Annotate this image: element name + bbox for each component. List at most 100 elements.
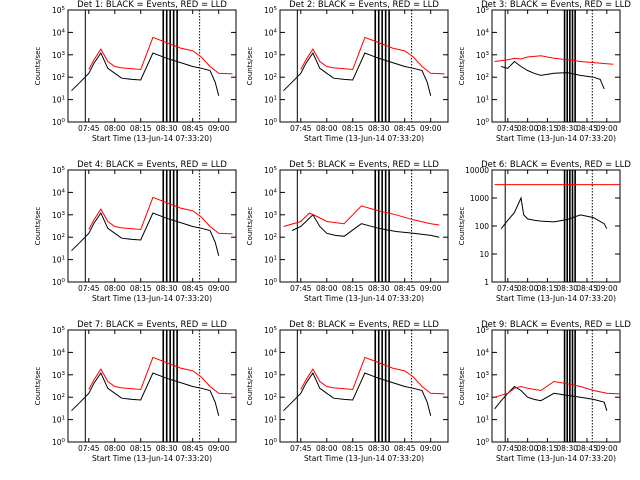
x-tick-label: 08:00 — [316, 284, 338, 293]
series-line-events — [71, 371, 220, 416]
x-tick-label: 09:00 — [208, 444, 230, 453]
y-tick-label: 103 — [264, 371, 278, 380]
x-tick-label: 07:45 — [78, 444, 100, 453]
x-tick-label: 08:30 — [556, 284, 578, 293]
x-tick-label: 08:00 — [316, 124, 338, 133]
y-tick-label: 102 — [476, 393, 489, 402]
x-tick-label: 09:00 — [420, 444, 442, 453]
y-tick-label: 100 — [476, 438, 490, 447]
x-tick-label: 08:30 — [156, 444, 178, 453]
x-tick-label: 08:45 — [182, 124, 204, 133]
y-tick-label: 105 — [52, 6, 66, 15]
plot-frame — [491, 9, 621, 123]
y-tick-label: 101 — [264, 416, 277, 425]
x-tick-label: 07:45 — [78, 284, 100, 293]
y-tick-label: 105 — [264, 6, 278, 15]
y-tick-label: 101 — [52, 416, 65, 425]
series-line-events — [283, 51, 432, 96]
x-tick-label: 08:30 — [156, 284, 178, 293]
x-tick-label: 08:00 — [104, 444, 126, 453]
series-line-events — [71, 211, 220, 256]
x-tick-label: 08:15 — [537, 284, 559, 293]
plot-frame — [279, 9, 449, 123]
y-tick-label: 10 — [479, 250, 489, 259]
y-tick-label: 104 — [476, 348, 490, 357]
series-line-events — [291, 213, 440, 238]
x-tick-label: 08:15 — [342, 284, 364, 293]
y-tick-label: 102 — [264, 73, 277, 82]
y-tick-label: 101 — [52, 96, 65, 105]
x-axis-label: Start Time (13-Jun-14 07:33:20) — [304, 294, 424, 303]
y-tick-label: 100 — [52, 438, 66, 447]
x-tick-label: 09:00 — [420, 124, 442, 133]
x-tick-label: 08:30 — [556, 444, 578, 453]
series-line-lld — [88, 356, 233, 395]
x-tick-label: 09:00 — [208, 284, 230, 293]
chart-title: Det 7: BLACK = Events, RED = LLD — [77, 320, 227, 330]
x-tick-label: 08:30 — [368, 284, 390, 293]
y-tick-label: 105 — [52, 326, 66, 335]
x-axis-label: Start Time (13-Jun-14 07:33:20) — [304, 134, 424, 143]
series-line-events — [71, 51, 220, 96]
chart-title: Det 9: BLACK = Events, RED = LLD — [481, 320, 631, 330]
plot-frame — [67, 9, 237, 123]
y-tick-label: 102 — [264, 393, 277, 402]
series-line-lld — [300, 356, 445, 395]
y-tick-label: 101 — [264, 256, 277, 265]
x-tick-label: 08:30 — [556, 124, 578, 133]
x-tick-label: 09:00 — [596, 444, 618, 453]
x-tick-label: 08:15 — [342, 124, 364, 133]
y-tick-label: 103 — [52, 211, 66, 220]
x-tick-label: 08:45 — [182, 284, 204, 293]
y-tick-label: 101 — [52, 256, 65, 265]
x-tick-label: 08:30 — [156, 124, 178, 133]
plot-frame — [67, 169, 237, 283]
y-tick-label: 105 — [476, 326, 490, 335]
chart-panel-det-1: Det 1: BLACK = Events, RED = LLD 07:45 08:… — [34, 0, 237, 143]
y-tick-label: 100 — [264, 438, 278, 447]
y-axis-label: Counts/sec — [458, 367, 466, 406]
x-axis-label: Start Time (13-Jun-14 07:33:20) — [92, 454, 212, 463]
x-axis-label: Start Time (13-Jun-14 07:33:20) — [92, 134, 212, 143]
y-tick-label: 105 — [52, 166, 66, 175]
y-tick-label: 101 — [476, 96, 489, 105]
series-line-events — [283, 371, 432, 416]
x-tick-label: 08:15 — [537, 444, 559, 453]
x-tick-label: 08:00 — [316, 444, 338, 453]
plot-frame — [491, 329, 621, 443]
y-axis-label: Counts/sec — [246, 47, 254, 86]
chart-title: Det 3: BLACK = Events, RED = LLD — [481, 0, 631, 10]
x-tick-label: 08:45 — [576, 124, 598, 133]
y-tick-label: 10000 — [465, 166, 489, 175]
x-tick-label: 08:15 — [537, 124, 559, 133]
chart-panel-det-3: Det 3: BLACK = Events, RED = LLD07:4508:… — [458, 0, 631, 143]
y-tick-label: 101 — [476, 416, 489, 425]
y-tick-label: 105 — [264, 166, 278, 175]
series-line-lld — [494, 380, 621, 398]
x-tick-label: 09:00 — [208, 124, 230, 133]
y-tick-label: 102 — [52, 233, 65, 242]
series-line-events — [500, 196, 608, 230]
x-tick-label: 08:45 — [576, 444, 598, 453]
series-line-events — [501, 60, 605, 90]
x-tick-label: 08:00 — [517, 124, 539, 133]
plot-frame — [279, 329, 449, 443]
chart-panel-det-7: Det 7: BLACK = Events, RED = LLD 07:45 08:… — [34, 320, 237, 463]
x-tick-label: 08:45 — [576, 284, 598, 293]
x-tick-label: 08:30 — [368, 124, 390, 133]
y-tick-label: 100 — [264, 278, 278, 287]
y-axis-label: Counts/sec — [246, 207, 254, 246]
y-tick-label: 103 — [476, 371, 490, 380]
chart-title: Det 2: BLACK = Events, RED = LLD — [289, 0, 439, 10]
y-tick-label: 101 — [264, 96, 277, 105]
y-tick-label: 104 — [52, 348, 66, 357]
x-axis-label: Start Time (13-Jun-14 07:33:20) — [92, 294, 212, 303]
y-tick-label: 103 — [476, 51, 490, 60]
y-tick-label: 105 — [264, 326, 278, 335]
x-tick-label: 09:00 — [420, 284, 442, 293]
series-line-lld — [88, 196, 233, 235]
x-tick-label: 07:45 — [290, 124, 312, 133]
chart-title: Det 1: BLACK = Events, RED = LLD — [77, 0, 227, 10]
plot-frame — [491, 169, 621, 283]
